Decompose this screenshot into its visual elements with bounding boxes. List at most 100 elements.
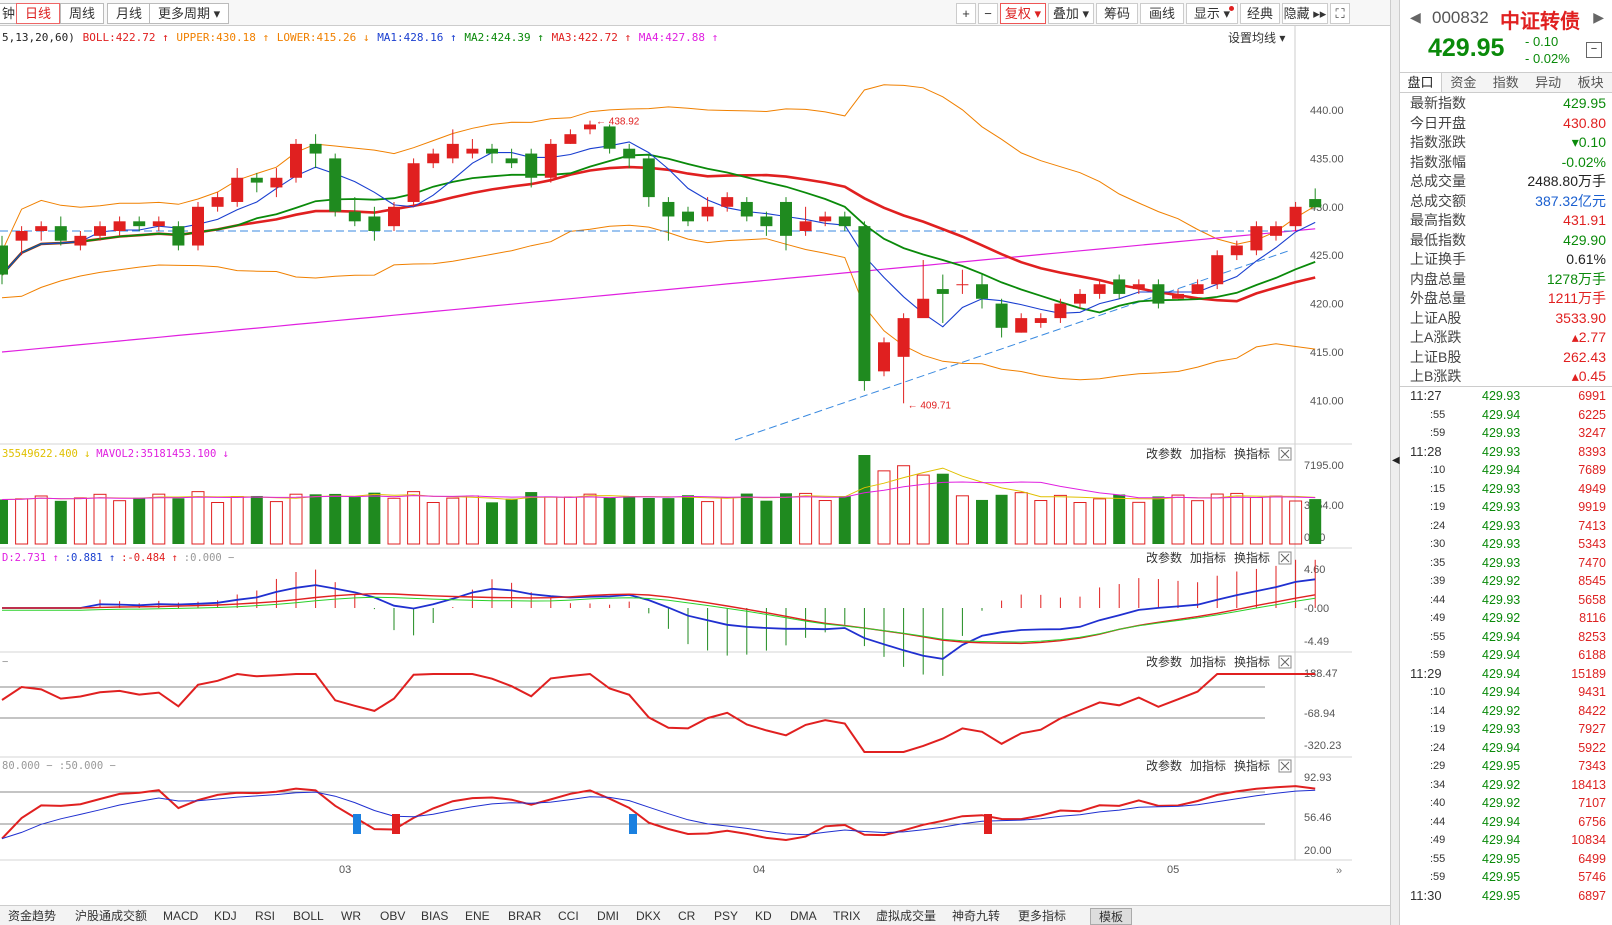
indicator-tab-18[interactable]: TRIX [833, 909, 861, 923]
candle-body[interactable] [721, 197, 734, 207]
indicator-tab-7[interactable]: OBV [380, 909, 406, 923]
volume-button-2[interactable]: 换指标 [1234, 446, 1270, 461]
candle-body[interactable] [1250, 226, 1263, 251]
period-tab-3[interactable]: 月线 [107, 3, 152, 24]
toolbar-button-1[interactable]: − [978, 3, 998, 24]
volume-button-1[interactable]: 加指标 [1190, 446, 1226, 461]
indicator-tab-5[interactable]: BOLL [293, 909, 324, 923]
candle-body[interactable] [1172, 293, 1184, 299]
indicator-tab-3[interactable]: KDJ [214, 909, 237, 923]
candle-body[interactable] [1015, 318, 1028, 333]
candle-body[interactable] [662, 201, 675, 217]
candle-body[interactable] [446, 143, 459, 159]
macd-button-2[interactable]: 换指标 [1234, 550, 1270, 565]
candle-body[interactable] [329, 158, 342, 212]
indicator-tab-17[interactable]: DMA [790, 909, 817, 923]
kdj-button-1[interactable]: 加指标 [1190, 758, 1226, 773]
indicator-tab-8[interactable]: BIAS [421, 909, 449, 923]
indicator-tab-6[interactable]: WR [341, 909, 361, 923]
kdj-close-icon[interactable] [1278, 759, 1292, 773]
toolbar-button-7[interactable]: 经典 [1240, 3, 1280, 24]
collapse-arrow-icon[interactable]: ◀ [1392, 455, 1400, 466]
candle-body[interactable] [35, 226, 48, 231]
indicator-tab-19[interactable]: 虚拟成交量 [876, 909, 937, 923]
indicator-tab-1[interactable]: 沪股通成交额 [75, 909, 148, 923]
toolbar-button-6[interactable]: 显示 ▾ [1186, 3, 1238, 24]
indicator-tab-9[interactable]: ENE [465, 909, 490, 923]
candle-body[interactable] [348, 211, 361, 222]
candle-body[interactable] [976, 284, 988, 299]
candle-body[interactable] [54, 226, 67, 241]
candle-body[interactable] [936, 289, 949, 294]
indicator-tab-0[interactable]: 资金趋势 [8, 909, 57, 923]
candle-body[interactable] [682, 211, 694, 222]
sidebar-tab-4[interactable]: 板块 [1577, 75, 1604, 90]
candle-body[interactable] [1074, 293, 1086, 304]
candle-body[interactable] [270, 177, 283, 188]
cci-button-1[interactable]: 加指标 [1190, 654, 1226, 669]
indicator-tab-4[interactable]: RSI [255, 909, 276, 923]
candle-body[interactable] [192, 206, 204, 246]
volume-panel[interactable] [0, 455, 1322, 545]
candle-body[interactable] [780, 201, 792, 236]
indicator-tab-16[interactable]: KD [755, 909, 772, 923]
macd-button-0[interactable]: 改参数 [1146, 550, 1182, 565]
candle-body[interactable] [0, 245, 8, 275]
candle-body[interactable] [94, 226, 106, 236]
candle-body[interactable] [1230, 245, 1243, 256]
candle-body[interactable] [956, 284, 969, 286]
candle-body[interactable] [1034, 318, 1047, 323]
indicator-tab-22[interactable]: 模板 [1090, 908, 1133, 925]
indicator-tab-20[interactable]: 神奇九转 [952, 909, 1001, 923]
candle-body[interactable] [133, 221, 146, 227]
candle-body[interactable] [290, 143, 302, 178]
candle-body[interactable] [113, 221, 126, 231]
candle-body[interactable] [1270, 226, 1282, 236]
candle-body[interactable] [701, 206, 714, 217]
candle-body[interactable] [995, 303, 1008, 328]
toolbar-button-3[interactable]: 叠加 ▾ [1048, 3, 1094, 24]
candle-body[interactable] [760, 216, 773, 227]
cci-button-2[interactable]: 换指标 [1234, 654, 1270, 669]
candle-body[interactable] [623, 148, 636, 159]
indicator-tab-2[interactable]: MACD [163, 909, 199, 923]
candle-body[interactable] [231, 177, 244, 202]
price-panel[interactable] [0, 84, 1322, 441]
candle-body[interactable] [1113, 279, 1126, 294]
period-tab-1[interactable]: 日线 [16, 3, 61, 24]
indicator-tab-15[interactable]: PSY [714, 909, 739, 923]
cci-close-icon[interactable] [1278, 655, 1292, 669]
macd-panel[interactable] [2, 559, 1316, 676]
candle-body[interactable] [1054, 303, 1067, 319]
cci-button-0[interactable]: 改参数 [1146, 654, 1182, 669]
period-tab-2[interactable]: 周线 [60, 3, 105, 24]
indicator-tab-10[interactable]: BRAR [508, 909, 542, 923]
candle-body[interactable] [1211, 255, 1224, 285]
kdj-panel[interactable] [0, 785, 1316, 842]
trend-drawn-line[interactable] [734, 249, 1291, 441]
candle-body[interactable] [799, 221, 812, 231]
candle-body[interactable] [1191, 284, 1204, 294]
indicator-tab-21[interactable]: 更多指标 [1018, 909, 1067, 923]
sidebar-tab-2[interactable]: 指数 [1492, 75, 1519, 90]
candle-body[interactable] [15, 231, 28, 241]
indicator-tab-14[interactable]: CR [678, 909, 696, 923]
candle-body[interactable] [740, 201, 753, 217]
prev-arrow-icon[interactable]: ◀ [1410, 9, 1421, 25]
toolbar-button-5[interactable]: 画线 [1140, 3, 1184, 24]
sidebar-tab-0[interactable]: 盘口 [1400, 73, 1442, 92]
candle-body[interactable] [838, 216, 851, 227]
candle-body[interactable] [1309, 199, 1322, 208]
indicator-tab-11[interactable]: CCI [558, 909, 579, 923]
candle-body[interactable] [1152, 284, 1165, 304]
kdj-button-0[interactable]: 改参数 [1146, 758, 1182, 773]
candle-body[interactable] [564, 134, 577, 144]
toolbar-button-2[interactable]: 复权 ▾ [1000, 3, 1046, 24]
cci-panel[interactable] [0, 672, 1316, 753]
candle-body[interactable] [505, 158, 518, 164]
period-tab-4[interactable]: 更多周期 ▾ [149, 3, 230, 24]
candle-body[interactable] [486, 148, 498, 154]
candle-body[interactable] [309, 143, 322, 154]
candle-body[interactable] [74, 235, 87, 246]
kline-chart[interactable]: 5,13,20,60) BOLL:422.72 ↑ UPPER:430.18 ↑ LO… [0, 26, 1352, 905]
